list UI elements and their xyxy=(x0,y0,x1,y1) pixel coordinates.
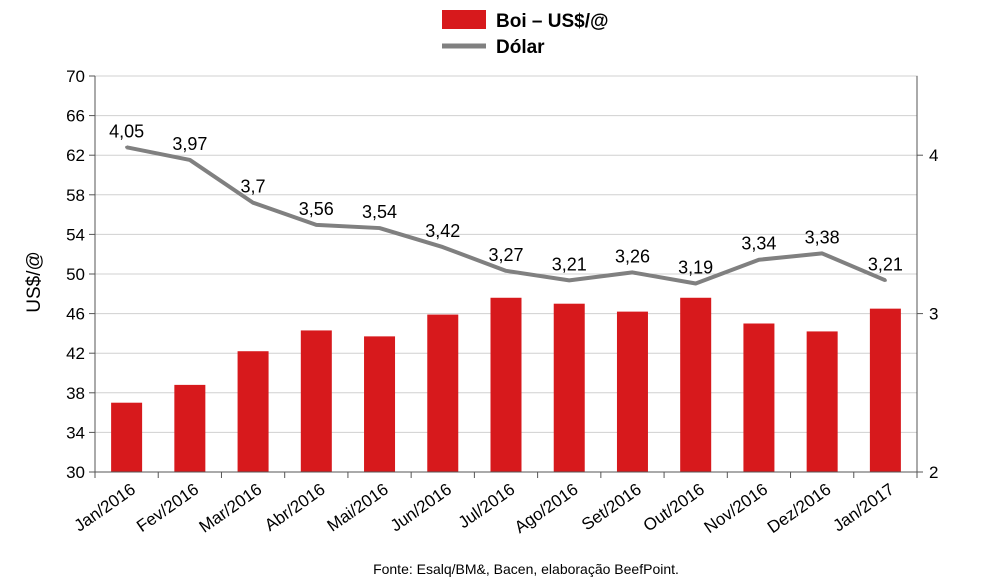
data-label: 3,26 xyxy=(615,246,650,266)
y2-tick-label: 4 xyxy=(929,146,938,165)
bar xyxy=(869,308,901,472)
y-tick-label: 46 xyxy=(66,305,85,324)
data-label: 3,27 xyxy=(488,245,523,265)
line-point xyxy=(694,282,698,286)
x-tick-label: Mai/2016 xyxy=(324,480,392,536)
x-tick-label: Jun/2016 xyxy=(387,480,455,536)
x-tick-label: Ago/2016 xyxy=(511,480,582,537)
line-point xyxy=(314,223,318,227)
y-tick-label: 38 xyxy=(66,384,85,403)
y-tick-label: 66 xyxy=(66,107,85,126)
line-point xyxy=(441,245,445,249)
x-tick-label: Jan/2016 xyxy=(71,480,139,536)
data-label: 3,19 xyxy=(678,258,713,278)
y-tick-label: 58 xyxy=(66,186,85,205)
data-label: 3,21 xyxy=(868,254,903,274)
line-point xyxy=(188,158,192,162)
legend-swatch-boi xyxy=(442,10,486,29)
legend-label-dolar: Dólar xyxy=(496,37,545,58)
bar xyxy=(364,336,396,472)
data-label: 3,97 xyxy=(172,134,207,154)
data-labels: 4,05 3,97 3,7 3,56 3,54 3,42 3,27 3,21 3,26 3,19 3… xyxy=(109,121,903,277)
y-tick-label: 42 xyxy=(66,344,85,363)
x-tick-label: Jul/2016 xyxy=(455,480,519,532)
y-tick-label: 54 xyxy=(66,225,85,244)
source-note: Fonte: Esalq/BM&, Bacen, elaboração Beef… xyxy=(373,561,679,577)
bar xyxy=(806,331,838,472)
bar xyxy=(616,311,648,472)
bar xyxy=(111,402,143,472)
line-point xyxy=(567,278,571,282)
bar xyxy=(174,384,206,472)
legend: Boi – US$/@ Dólar xyxy=(442,10,609,58)
line-point xyxy=(504,269,508,273)
bar xyxy=(553,303,585,472)
bar xyxy=(680,297,712,472)
y-tick-label: 34 xyxy=(66,423,85,442)
y-tick-label: 62 xyxy=(66,146,85,165)
bar-series xyxy=(111,297,901,472)
bar xyxy=(237,351,269,472)
x-tick-label: Mar/2016 xyxy=(196,480,266,537)
y-tick-label: 30 xyxy=(66,463,85,482)
x-tick-label: Abr/2016 xyxy=(261,480,328,535)
line-point xyxy=(378,226,382,230)
y2-tick-label: 2 xyxy=(929,463,938,482)
data-label: 4,05 xyxy=(109,121,144,141)
bar xyxy=(300,330,332,472)
data-label: 3,7 xyxy=(241,177,266,197)
bar xyxy=(743,323,775,472)
y-tick-label: 70 xyxy=(66,67,85,86)
data-label: 3,56 xyxy=(299,199,334,219)
legend-label-boi: Boi – US$/@ xyxy=(496,11,609,32)
data-label: 3,54 xyxy=(362,202,397,222)
x-tick-label: Out/2016 xyxy=(640,480,708,536)
line-point xyxy=(820,251,824,255)
line-point xyxy=(883,278,887,282)
data-label: 3,42 xyxy=(425,221,460,241)
x-tick-label: Set/2016 xyxy=(578,480,645,535)
x-tick-label: Jan/2017 xyxy=(829,480,897,536)
bar xyxy=(427,314,459,472)
y-axis-label: US$/@ xyxy=(24,251,45,313)
y-tick-label: 50 xyxy=(66,265,85,284)
data-label: 3,38 xyxy=(805,227,840,247)
x-tick-label: Fev/2016 xyxy=(133,480,202,536)
line-point xyxy=(757,258,761,262)
line-point xyxy=(630,270,634,274)
line-point xyxy=(251,201,255,205)
line-point xyxy=(125,145,129,149)
line-series xyxy=(125,145,887,286)
data-label: 3,34 xyxy=(741,234,776,254)
y2-tick-label: 3 xyxy=(929,305,938,324)
bar xyxy=(490,297,522,472)
x-tick-label: Dez/2016 xyxy=(764,480,835,537)
data-label: 3,21 xyxy=(552,254,587,274)
x-tick-label: Nov/2016 xyxy=(701,480,772,537)
